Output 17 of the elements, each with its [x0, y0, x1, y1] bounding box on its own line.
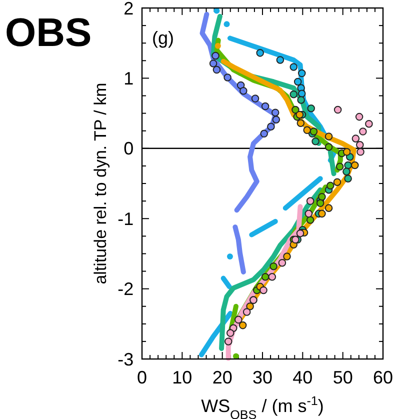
annotation: (g): [152, 28, 174, 48]
x-tick-label: 60: [372, 368, 394, 388]
y-tick-label: -1: [118, 208, 134, 229]
y-tick-label: -3: [118, 349, 134, 370]
x-tick-label: 40: [292, 368, 313, 388]
x-tick-label: 50: [332, 368, 353, 388]
x-axis-title: WS$_{OBS}$ / (m s$^{-1}$): [201, 394, 324, 419]
x-tick-label: 0: [136, 368, 148, 388]
x-tick-label: 10: [172, 368, 192, 388]
y-tick-label: -2: [118, 279, 134, 300]
x-tick-label: 20: [212, 368, 232, 388]
y-tick-label: 1: [124, 68, 134, 88]
y-axis-title: altitude rel. to dyn. TP / km: [91, 82, 110, 284]
x-tick-label: 30: [252, 368, 273, 388]
y-tick-label: 0: [124, 138, 134, 159]
chart-title: OBS: [5, 11, 92, 55]
y-tick-label: 2: [124, 0, 134, 18]
